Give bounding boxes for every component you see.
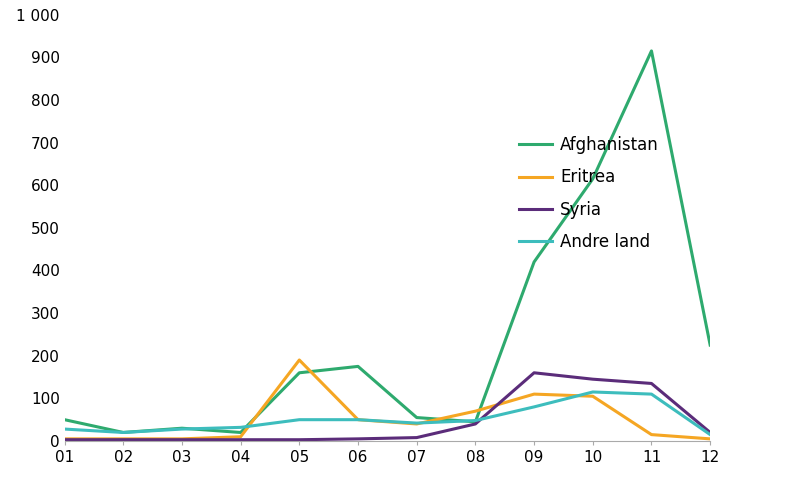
Syria (353, 436, 363, 442)
Andre land (705, 432, 715, 438)
Eritrea (177, 436, 186, 442)
Syria (646, 381, 656, 387)
Afghanistan (119, 430, 128, 436)
Line: Eritrea: Eritrea (65, 360, 710, 439)
Syria (236, 437, 245, 442)
Afghanistan (529, 259, 539, 265)
Syria (60, 437, 69, 442)
Syria (412, 435, 421, 441)
Eritrea (60, 436, 69, 442)
Afghanistan (60, 416, 69, 422)
Afghanistan (646, 48, 656, 54)
Andre land (470, 417, 480, 423)
Andre land (177, 426, 186, 432)
Eritrea (412, 421, 421, 427)
Line: Andre land: Andre land (65, 392, 710, 435)
Eritrea (236, 434, 245, 440)
Syria (529, 370, 539, 376)
Legend: Afghanistan, Eritrea, Syria, Andre land: Afghanistan, Eritrea, Syria, Andre land (512, 130, 666, 257)
Eritrea (353, 416, 363, 422)
Eritrea (295, 357, 304, 363)
Afghanistan (470, 419, 480, 425)
Andre land (353, 416, 363, 422)
Syria (295, 437, 304, 442)
Afghanistan (412, 415, 421, 420)
Eritrea (588, 393, 598, 399)
Syria (588, 376, 598, 382)
Line: Afghanistan: Afghanistan (65, 51, 710, 433)
Syria (119, 437, 128, 442)
Andre land (412, 420, 421, 426)
Afghanistan (353, 364, 363, 369)
Andre land (119, 430, 128, 436)
Syria (177, 437, 186, 442)
Afghanistan (295, 370, 304, 376)
Syria (470, 421, 480, 427)
Andre land (60, 426, 69, 432)
Afghanistan (588, 176, 598, 182)
Andre land (529, 404, 539, 410)
Eritrea (529, 391, 539, 397)
Afghanistan (705, 342, 715, 348)
Syria (705, 430, 715, 436)
Eritrea (646, 432, 656, 438)
Afghanistan (236, 430, 245, 436)
Eritrea (119, 436, 128, 442)
Eritrea (470, 408, 480, 414)
Eritrea (705, 436, 715, 442)
Andre land (236, 424, 245, 430)
Andre land (295, 416, 304, 422)
Andre land (588, 389, 598, 395)
Afghanistan (177, 425, 186, 431)
Andre land (646, 391, 656, 397)
Line: Syria: Syria (65, 373, 710, 440)
